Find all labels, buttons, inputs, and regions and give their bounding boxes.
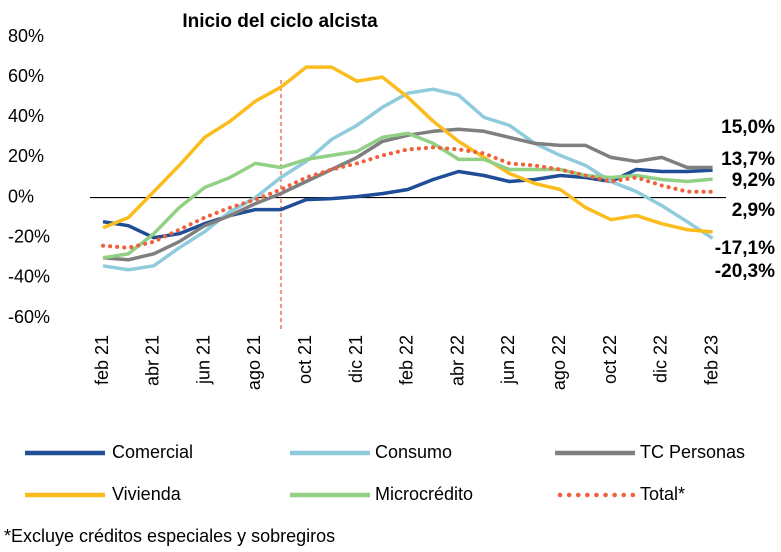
legend-label: Microcrédito xyxy=(375,484,473,504)
legend-label: Vivienda xyxy=(112,484,182,504)
legend-label: Consumo xyxy=(375,442,452,462)
y-tick-label: -20% xyxy=(8,226,50,246)
x-tick-label: oct 22 xyxy=(600,335,620,384)
footnote: *Excluye créditos especiales y sobregiro… xyxy=(4,526,335,546)
value-label: 9,2% xyxy=(732,170,775,191)
x-tick-label: ago 21 xyxy=(244,335,264,390)
value-label: 2,9% xyxy=(732,200,775,221)
y-tick-label: 40% xyxy=(8,106,44,126)
x-tick-label: feb 23 xyxy=(701,335,721,385)
x-tick-label: dic 21 xyxy=(346,335,366,383)
legend-label: TC Personas xyxy=(640,442,745,462)
series-line xyxy=(102,127,713,262)
x-tick-label: feb 21 xyxy=(92,335,112,385)
x-tick-label: feb 22 xyxy=(397,335,417,385)
series-line xyxy=(102,65,713,234)
legend-label: Total* xyxy=(640,484,685,504)
value-label: 15,0% xyxy=(721,117,775,138)
series-line xyxy=(102,131,713,260)
value-label: -17,1% xyxy=(715,238,775,259)
y-tick-label: 60% xyxy=(8,66,44,86)
series-line xyxy=(102,87,714,272)
x-tick-label: jun 21 xyxy=(193,335,213,385)
x-tick-label: jun 22 xyxy=(498,335,518,385)
value-label: 13,7% xyxy=(721,149,775,170)
series-line xyxy=(101,145,715,250)
chart-title: Inicio del ciclo alcista xyxy=(182,11,378,32)
x-tick-label: dic 22 xyxy=(651,335,671,383)
value-label: -20,3% xyxy=(715,261,775,282)
x-tick-label: ago 22 xyxy=(549,335,569,390)
y-tick-label: 20% xyxy=(8,146,44,166)
y-tick-label: 80% xyxy=(8,26,44,46)
legend-label: Comercial xyxy=(112,442,193,462)
y-tick-label: 0% xyxy=(8,186,34,206)
y-tick-label: -60% xyxy=(8,307,50,327)
y-tick-label: -40% xyxy=(8,267,50,287)
x-tick-label: abr 21 xyxy=(143,335,163,386)
x-tick-label: oct 21 xyxy=(295,335,315,384)
x-tick-label: abr 22 xyxy=(447,335,467,386)
